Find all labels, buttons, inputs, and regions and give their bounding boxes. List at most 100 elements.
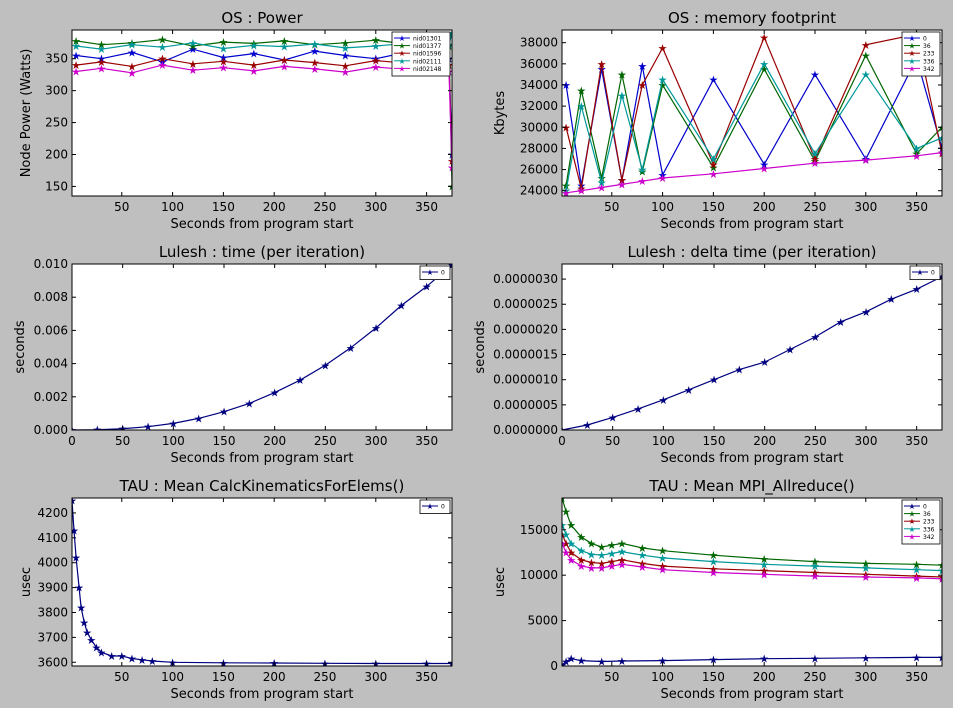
x-tick-label: 0	[558, 434, 566, 448]
plot-area	[72, 30, 452, 196]
series-point: ★	[340, 42, 350, 55]
y-tick-label: 0.0000030	[493, 272, 558, 286]
series-point: ★	[587, 562, 597, 575]
series-point: ★	[422, 280, 432, 293]
series-point: ★	[157, 56, 167, 69]
series-point: ★	[561, 655, 571, 668]
legend-marker: ★	[908, 42, 915, 51]
series-point: ★	[617, 178, 627, 191]
plot-frame	[71, 497, 453, 667]
series-point: ★	[617, 90, 627, 103]
x-axis-label: Seconds from program start	[170, 451, 353, 466]
series-point: ★	[597, 562, 607, 575]
series-point: ★	[107, 650, 117, 663]
series-point: ★	[561, 528, 571, 541]
series-point: ★	[810, 68, 820, 81]
series-point: ★	[658, 552, 668, 565]
x-tick-label: 200	[263, 200, 286, 214]
series-point: ★	[912, 651, 922, 664]
series-point: ★	[637, 60, 647, 73]
series-point: ★	[422, 658, 432, 671]
x-tick-label: 150	[702, 200, 725, 214]
series-point: ★	[658, 172, 668, 185]
series-point: ★	[249, 37, 259, 50]
series-point: ★	[937, 132, 947, 145]
x-tick-label: 50	[115, 434, 130, 448]
series-point: ★	[320, 657, 330, 670]
legend-marker: ★	[908, 64, 915, 73]
series-point: ★	[557, 492, 567, 505]
series-point: ★	[658, 394, 668, 407]
x-tick-label: 150	[703, 434, 726, 448]
series-line-1	[562, 498, 942, 566]
legend: ★ nid01301 ★ nid01377 ★ nid01596 ★ nid02111 ★ nid…	[391, 31, 451, 77]
y-tick-label: 0.008	[34, 290, 68, 304]
series-point: ★	[71, 552, 81, 565]
legend-marker: ★	[908, 532, 915, 541]
series-point: ★	[371, 322, 381, 335]
series-point: ★	[340, 66, 350, 79]
y-tick-label: 28000	[520, 141, 558, 155]
series-point: ★	[188, 64, 198, 77]
series-point: ★	[708, 563, 718, 576]
series-point: ★	[708, 556, 718, 569]
legend-marker: ★	[908, 502, 915, 511]
legend-marker: ★	[908, 517, 915, 526]
series-point: ★	[576, 560, 586, 573]
series-point: ★	[637, 557, 647, 570]
legend-marker: ★	[398, 34, 405, 43]
x-tick-label: 200	[753, 200, 776, 214]
series-point: ★	[759, 653, 769, 666]
x-axis-label: Seconds from program start	[170, 687, 353, 702]
series-point: ★	[320, 359, 330, 372]
x-tick-label: 50	[605, 434, 620, 448]
series-point: ★	[637, 549, 647, 562]
series-point: ★	[810, 148, 820, 161]
series-point: ★	[188, 43, 198, 56]
x-axis-label: Seconds from program start	[660, 217, 843, 232]
x-tick-label: 100	[161, 670, 184, 684]
series-point: ★	[617, 68, 627, 81]
plot-area	[72, 498, 452, 666]
series-point: ★	[71, 50, 81, 63]
series-point: ★	[576, 84, 586, 97]
legend-marker: ★	[426, 268, 433, 277]
series-point: ★	[67, 494, 77, 507]
series-point: ★	[566, 546, 576, 559]
series-point: ★	[188, 37, 198, 50]
x-tick-label: 350	[415, 670, 438, 684]
y-tick-label: 0.002	[34, 390, 68, 404]
x-tick-label: 50	[604, 200, 619, 214]
series-point: ★	[861, 562, 871, 575]
series-point: ★	[658, 169, 668, 182]
y-tick-label: 4100	[37, 531, 68, 545]
series-point: ★	[759, 565, 769, 578]
y-tick-label: 36000	[520, 57, 558, 71]
series-point: ★	[597, 176, 607, 189]
series-point: ★	[310, 63, 320, 76]
x-tick-label: 200	[753, 670, 776, 684]
series-point: ★	[310, 57, 320, 70]
y-tick-label: 3700	[37, 630, 68, 644]
y-axis-label: Kbytes	[493, 91, 508, 136]
series-point: ★	[117, 650, 127, 663]
series-point: ★	[861, 39, 871, 52]
y-tick-label: 4200	[37, 506, 68, 520]
series-point: ★	[74, 582, 84, 595]
legend-entry: 233	[923, 519, 935, 526]
legend-marker: ★	[398, 42, 405, 51]
series-point: ★	[218, 62, 228, 75]
series-point: ★	[157, 53, 167, 66]
y-tick-label: 26000	[520, 163, 558, 177]
legend-box	[419, 265, 451, 281]
series-point: ★	[597, 541, 607, 554]
y-tick-label: 250	[45, 116, 68, 130]
plot-area	[562, 498, 942, 666]
series-line-4	[566, 152, 942, 194]
legend-box	[419, 499, 451, 515]
series-point: ★	[617, 554, 627, 567]
series-point: ★	[587, 548, 597, 561]
series-point: ★	[937, 148, 947, 161]
series-point: ★	[912, 150, 922, 163]
y-tick-label: 3800	[37, 605, 68, 619]
